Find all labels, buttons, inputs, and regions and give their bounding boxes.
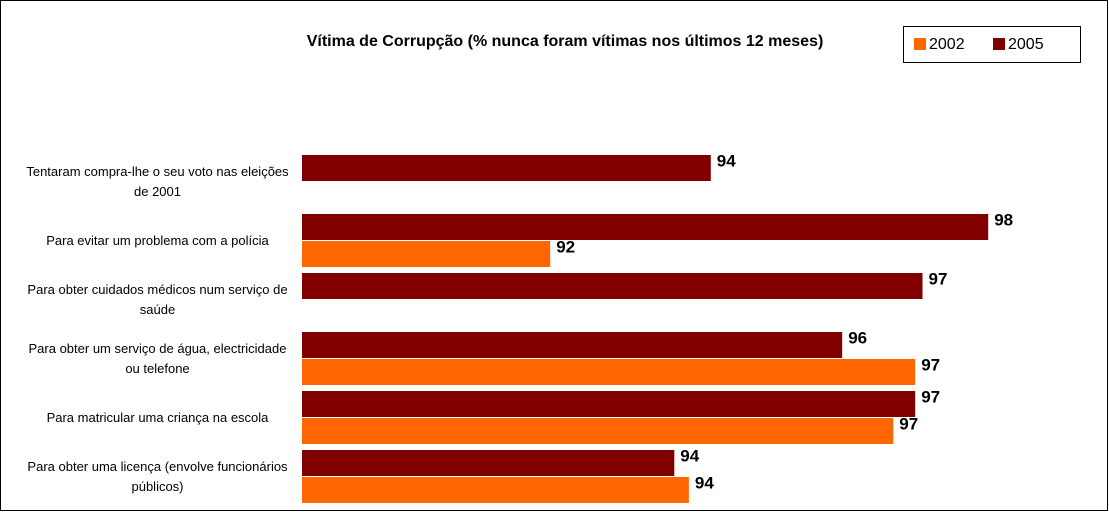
legend-label: 2005 xyxy=(1008,36,1044,53)
value-label: 94 xyxy=(695,473,714,492)
value-label: 96 xyxy=(848,328,867,347)
value-label: 97 xyxy=(929,269,948,288)
value-label: 94 xyxy=(680,446,699,465)
value-label: 97 xyxy=(899,414,918,433)
legend-box xyxy=(903,26,1081,63)
legend-swatch xyxy=(914,38,926,50)
value-label: 98 xyxy=(994,210,1013,229)
category-label: Para obter um serviço de água, electrici… xyxy=(28,341,287,376)
bar xyxy=(302,155,711,181)
bar xyxy=(302,214,989,240)
bar xyxy=(302,418,894,444)
category-label: Para evitar um problema com a polícia xyxy=(46,233,269,248)
bar xyxy=(302,241,551,267)
bar xyxy=(302,391,916,417)
category-label: Para obter cuidados médicos num serviço … xyxy=(27,282,288,317)
category-label: Para obter uma licença (envolve funcioná… xyxy=(27,459,288,494)
chart-title: Vítima de Corrupção (% nunca foram vítim… xyxy=(307,33,824,50)
bar xyxy=(302,359,916,385)
bar xyxy=(302,332,843,358)
value-label: 97 xyxy=(921,387,940,406)
legend-swatch xyxy=(993,38,1005,50)
bar xyxy=(302,477,689,503)
value-label: 97 xyxy=(921,355,940,374)
legend-label: 2002 xyxy=(929,36,965,53)
value-label: 92 xyxy=(556,237,575,256)
category-label: Para matricular uma criança na escola xyxy=(46,410,269,425)
value-label: 94 xyxy=(717,151,736,170)
category-label: Tentaram compra-lhe o seu voto nas eleiç… xyxy=(26,164,289,199)
bar xyxy=(302,450,675,476)
bar xyxy=(302,273,923,299)
